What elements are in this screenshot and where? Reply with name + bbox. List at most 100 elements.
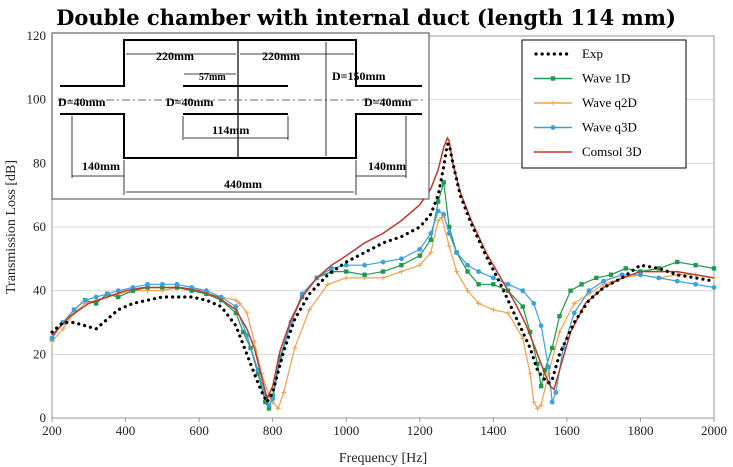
legend-label-wave-q2d: Wave q2D xyxy=(582,95,637,110)
legend-marker-wave-q3d xyxy=(550,125,556,130)
data-point-wave-q3d xyxy=(49,336,55,341)
x-tick-label: 1600 xyxy=(554,423,580,438)
inset-frame xyxy=(51,32,430,200)
data-point-wave-1d xyxy=(491,282,496,287)
data-point-wave-q3d xyxy=(531,301,537,306)
legend-item-wave-q2d: Wave q2D xyxy=(534,95,637,110)
chart-title: Double chamber with internal duct (lengt… xyxy=(56,5,676,30)
label-d40mm-inlet: D=40mm xyxy=(58,95,106,109)
data-point-wave-q2d xyxy=(343,275,349,281)
data-point-wave-1d xyxy=(608,272,614,277)
data-point-wave-q3d xyxy=(490,275,496,281)
legend-label-exp: Exp xyxy=(582,46,603,61)
x-tick-label: 1800 xyxy=(627,423,653,438)
data-point-wave-q2d xyxy=(527,370,533,376)
y-tick-label: 40 xyxy=(33,283,46,298)
x-axis: 200 400 600 800 1000 1200 1400 1600 1800 2000 xyxy=(42,418,727,438)
data-point-wave-q3d xyxy=(343,262,349,268)
data-point-wave-1d xyxy=(693,263,698,268)
data-point-wave-q2d xyxy=(380,275,386,281)
label-220mm-left: 220mm xyxy=(156,49,194,63)
label-220mm-right: 220mm xyxy=(262,49,300,63)
data-point-wave-1d xyxy=(344,269,349,274)
data-point-wave-q3d xyxy=(454,250,459,255)
data-point-wave-q3d xyxy=(115,288,121,294)
x-tick-label: 400 xyxy=(116,423,136,438)
data-point-wave-q3d xyxy=(476,269,482,274)
label-140mm-right: 140mm xyxy=(368,159,406,173)
data-point-wave-1d xyxy=(535,361,540,367)
data-point-wave-1d xyxy=(233,310,239,316)
data-point-wave-q2d xyxy=(520,335,526,341)
data-point-wave-q2d xyxy=(446,243,452,249)
outline-bottom xyxy=(60,113,422,159)
data-point-wave-q3d xyxy=(446,230,452,236)
x-tick-label: 2000 xyxy=(701,423,727,438)
data-point-wave-1d xyxy=(93,301,99,306)
data-point-wave-q2d xyxy=(531,399,537,405)
data-point-wave-1d xyxy=(399,263,404,268)
data-point-wave-1d xyxy=(417,253,422,258)
label-d40mm-outlet: D=40mm xyxy=(364,95,412,109)
data-point-wave-q3d xyxy=(571,310,577,316)
data-point-wave-q3d xyxy=(674,278,680,284)
data-point-wave-q3d xyxy=(270,396,276,402)
data-point-wave-q2d xyxy=(237,300,243,306)
dimension-lines xyxy=(71,42,407,195)
legend-item-exp: Exp xyxy=(534,46,603,61)
data-point-wave-q2d xyxy=(244,310,250,316)
legend-marker-wave-q2d xyxy=(550,100,556,106)
data-point-wave-1d xyxy=(277,355,283,360)
data-point-wave-q3d xyxy=(380,259,386,265)
inset-diagram: 220mm 220mm 57mm D=150mm D=40mm D=40mm D… xyxy=(51,32,430,200)
data-point-wave-1d xyxy=(579,282,584,287)
data-point-wave-q3d xyxy=(362,262,368,268)
data-point-wave-q3d xyxy=(266,402,272,408)
x-tick-label: 800 xyxy=(263,423,283,438)
x-axis-label: Frequency [Hz] xyxy=(339,451,427,466)
data-point-wave-q2d xyxy=(476,300,482,306)
data-point-wave-1d xyxy=(594,275,599,281)
data-point-wave-q3d xyxy=(417,246,423,252)
data-point-wave-q2d xyxy=(538,402,544,408)
data-point-wave-q2d xyxy=(325,281,331,287)
data-point-wave-1d xyxy=(241,329,246,335)
data-point-wave-q3d xyxy=(435,208,441,214)
data-point-wave-q3d xyxy=(711,285,717,290)
data-point-wave-1d xyxy=(255,371,261,376)
x-tick-label: 1000 xyxy=(333,423,359,438)
data-point-wave-1d xyxy=(538,383,544,389)
data-point-wave-q3d xyxy=(586,288,592,294)
data-point-wave-1d xyxy=(656,266,662,271)
data-point-wave-q3d xyxy=(233,304,239,309)
data-point-wave-q3d xyxy=(104,291,110,297)
label-d150mm: D=150mm xyxy=(332,69,386,83)
data-point-wave-1d xyxy=(568,288,573,293)
data-point-wave-q3d xyxy=(601,278,607,284)
y-tick-label: 20 xyxy=(33,346,46,361)
data-point-wave-q3d xyxy=(638,272,643,278)
data-point-wave-q2d xyxy=(454,269,460,275)
x-tick-label: 200 xyxy=(42,423,62,438)
data-point-wave-q2d xyxy=(417,262,423,268)
y-tick-label: 0 xyxy=(40,410,47,425)
series-group xyxy=(49,136,717,411)
data-point-wave-1d xyxy=(130,288,136,293)
data-point-wave-1d xyxy=(362,272,367,277)
data-point-wave-1d xyxy=(270,393,275,398)
data-point-wave-q2d xyxy=(60,326,66,332)
data-point-wave-1d xyxy=(447,224,452,230)
data-point-wave-1d xyxy=(189,288,194,293)
data-point-wave-q3d xyxy=(546,364,551,370)
legend-label-wave-1d: Wave 1D xyxy=(582,71,630,86)
legend-item-comsol-3d: Comsol 3D xyxy=(534,144,642,159)
data-point-wave-1d xyxy=(116,294,121,300)
data-point-wave-q3d xyxy=(174,281,180,287)
series-exp xyxy=(50,142,716,406)
data-point-wave-q3d xyxy=(520,288,526,294)
data-point-wave-1d xyxy=(465,269,470,274)
data-point-wave-q3d xyxy=(656,275,662,281)
data-point-wave-1d xyxy=(623,266,628,271)
data-point-wave-q3d xyxy=(145,281,151,287)
data-point-wave-1d xyxy=(675,259,680,265)
